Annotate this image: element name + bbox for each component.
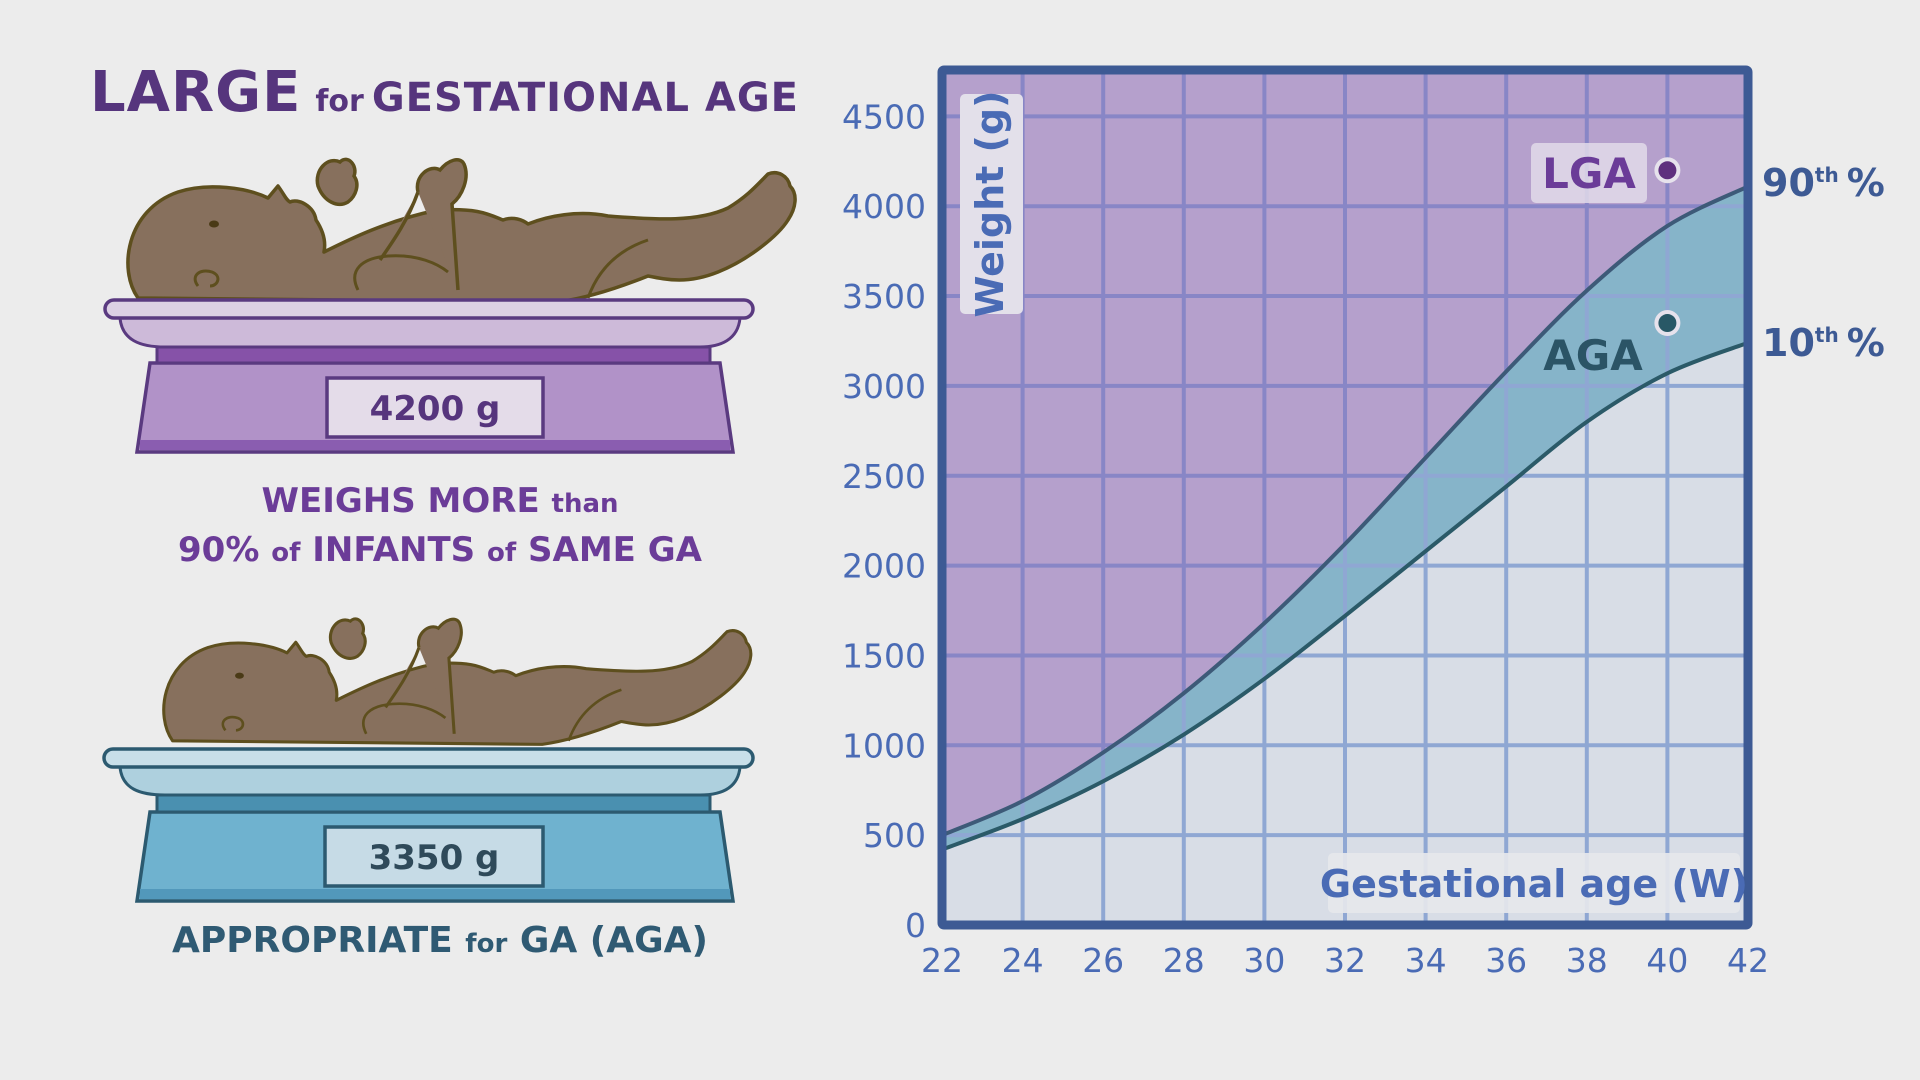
x-tick-label: 38 bbox=[1566, 941, 1608, 980]
aga-caption: APPROPRIATE for GA (AGA) bbox=[172, 920, 708, 961]
y-tick-label: 1000 bbox=[842, 726, 926, 765]
svg-text:Gestational age (W): Gestational age (W) bbox=[1320, 862, 1748, 906]
y-tick-label: 4000 bbox=[842, 187, 926, 226]
svg-text:90th%: 90th% bbox=[1762, 161, 1885, 205]
lga-scale: 4200 g bbox=[103, 298, 755, 454]
y-tick-label: 500 bbox=[863, 816, 926, 855]
aga-annotation: AGA bbox=[1543, 331, 1643, 380]
y-tick-label: 1500 bbox=[842, 636, 926, 675]
lga-caption: WEIGHS MORE than 90% of INFANTS of SAME … bbox=[150, 478, 730, 576]
lga-caption-line1: WEIGHS MORE than bbox=[261, 481, 619, 521]
x-tick-label: 40 bbox=[1646, 941, 1688, 980]
x-tick-label: 22 bbox=[921, 941, 963, 980]
svg-text:Weight (g): Weight (g) bbox=[968, 91, 1012, 318]
x-tick-label: 24 bbox=[1002, 941, 1044, 980]
x-tick-label: 42 bbox=[1727, 941, 1769, 980]
lga-data-point bbox=[1654, 157, 1681, 184]
page-title: LARGE for GESTATIONAL AGE bbox=[90, 60, 799, 125]
y-tick-label: 3000 bbox=[842, 367, 926, 406]
p90-curve bbox=[942, 184, 1748, 837]
lga-caption-line2: 90% of INFANTS of SAME GA bbox=[178, 530, 702, 570]
y-tick-label: 2000 bbox=[842, 547, 926, 586]
lga-scale-reading: 4200 g bbox=[370, 389, 501, 429]
aga-scale-reading: 3350 g bbox=[369, 838, 500, 878]
x-tick-labels: 22 24 26 28 30 32 34 36 38 40 42 bbox=[921, 941, 1769, 980]
x-axis-label: Gestational age (W) bbox=[1320, 853, 1748, 913]
aga-scale: 3350 g bbox=[102, 747, 755, 903]
title-gestational-age: GESTATIONAL AGE bbox=[371, 75, 799, 121]
y-tick-label: 4500 bbox=[842, 97, 926, 136]
title-for: for bbox=[315, 84, 364, 119]
y-tick-labels: 0 500 1000 1500 2000 2500 3000 3500 4000 4500 bbox=[842, 97, 926, 945]
x-tick-label: 32 bbox=[1324, 941, 1366, 980]
p10-label: 10th% bbox=[1762, 321, 1885, 365]
p90-label: 90th% bbox=[1762, 161, 1885, 205]
aga-data-point bbox=[1654, 310, 1681, 337]
x-tick-label: 26 bbox=[1082, 941, 1124, 980]
infant-illustrations: 4200 g 3350 g bbox=[102, 157, 797, 903]
plot-frame bbox=[937, 65, 1753, 930]
svg-text:LGA: LGA bbox=[1542, 149, 1636, 198]
y-tick-label: 2500 bbox=[842, 457, 926, 496]
lga-annotation: LGA bbox=[1531, 143, 1647, 203]
svg-text:10th%: 10th% bbox=[1762, 321, 1885, 365]
p10-curve bbox=[942, 340, 1748, 852]
title-large: LARGE bbox=[90, 60, 302, 125]
y-tick-label: 3500 bbox=[842, 277, 926, 316]
y-tick-label: 0 bbox=[905, 906, 926, 945]
x-tick-label: 34 bbox=[1405, 941, 1447, 980]
x-tick-label: 28 bbox=[1163, 941, 1205, 980]
x-tick-label: 36 bbox=[1485, 941, 1527, 980]
y-axis-label: Weight (g) bbox=[960, 91, 1023, 318]
x-tick-label: 30 bbox=[1243, 941, 1285, 980]
